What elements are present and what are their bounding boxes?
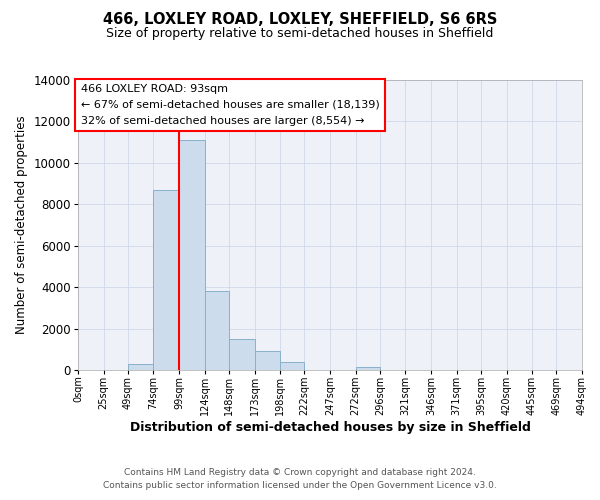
Bar — [205, 292, 229, 370]
Text: 466 LOXLEY ROAD: 93sqm
← 67% of semi-detached houses are smaller (18,139)
32% of: 466 LOXLEY ROAD: 93sqm ← 67% of semi-det… — [80, 84, 379, 126]
Y-axis label: Number of semi-detached properties: Number of semi-detached properties — [16, 116, 28, 334]
Bar — [179, 140, 205, 370]
Bar — [128, 364, 154, 370]
Bar — [229, 339, 254, 370]
Bar — [356, 367, 380, 370]
Bar — [280, 362, 304, 370]
Bar — [254, 352, 280, 370]
Text: Distribution of semi-detached houses by size in Sheffield: Distribution of semi-detached houses by … — [130, 421, 530, 434]
Text: 466, LOXLEY ROAD, LOXLEY, SHEFFIELD, S6 6RS: 466, LOXLEY ROAD, LOXLEY, SHEFFIELD, S6 … — [103, 12, 497, 28]
Bar — [154, 190, 179, 370]
Text: Size of property relative to semi-detached houses in Sheffield: Size of property relative to semi-detach… — [106, 28, 494, 40]
Text: Contains public sector information licensed under the Open Government Licence v3: Contains public sector information licen… — [103, 482, 497, 490]
Text: Contains HM Land Registry data © Crown copyright and database right 2024.: Contains HM Land Registry data © Crown c… — [124, 468, 476, 477]
